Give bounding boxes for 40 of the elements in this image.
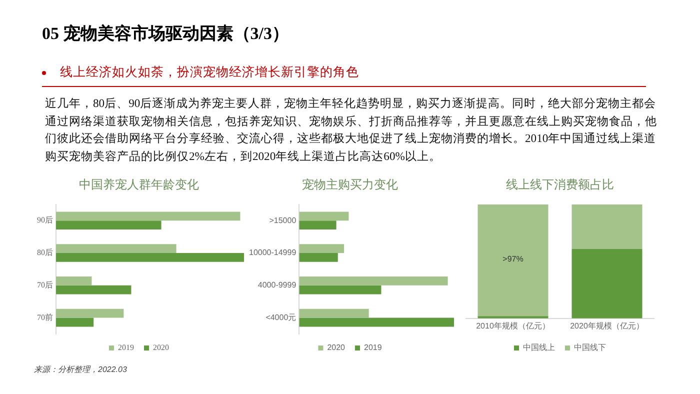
bar xyxy=(299,212,349,221)
x-tick-label: 2010年规模（亿元） xyxy=(476,321,550,330)
y-tick-label: <4000元 xyxy=(266,313,296,322)
legend-label: 2019 xyxy=(364,343,382,352)
bar xyxy=(299,318,454,327)
legend-label: 2020 xyxy=(327,343,346,352)
bar xyxy=(299,253,338,262)
chart-title: 线上线下消费额占比 xyxy=(506,178,614,192)
y-tick-label: 70前 xyxy=(37,312,53,322)
text: 05 宠物美容市场驱动因素（3/3） xyxy=(42,23,289,45)
bar xyxy=(56,318,94,327)
chart-title: 中国养宠人群年龄变化 xyxy=(79,178,199,192)
bar xyxy=(299,276,448,286)
source-note: 来源：分析整理，2022.03 xyxy=(34,364,127,375)
legend-label: 2020 xyxy=(153,343,169,352)
legend-label: 2019 xyxy=(118,343,134,352)
annotation: >97% xyxy=(502,254,524,264)
bar xyxy=(56,244,176,253)
legend-label: 中国线下 xyxy=(574,343,606,352)
bar xyxy=(299,285,382,294)
y-tick-label: 70后 xyxy=(37,280,53,290)
y-tick-label: 10000-14999 xyxy=(249,248,297,258)
y-tick-label: 4000-9999 xyxy=(258,280,297,290)
bar xyxy=(56,308,124,318)
bar xyxy=(299,244,344,253)
bar xyxy=(56,253,244,262)
bar xyxy=(56,276,92,286)
y-tick-label: 80后 xyxy=(37,248,53,258)
text: 近几年，80后、90后逐渐成为养宠主要人群，宠物主年轻化趋势明显，购买力逐渐提高。同时，绝大部分宠物主都会通过网络渠道获取宠物相关信息，包括养宠知识、宠物娱乐、打折商品推荐等，并且更愿意在线上购买宠物食品，他们彼此还会借助网络平台分享经验、交流心得，这些都极大地促进了线上宠物消费的增长。2010年中国通过线上渠道购买宠物美容产品的比例仅2%左右，到2020年线上渠道占比高达60%以上。 xyxy=(45,96,657,164)
legend-label: 中国线上 xyxy=(523,343,555,352)
chart-title: 宠物主购买力变化 xyxy=(302,178,398,192)
bar xyxy=(299,220,336,230)
bar xyxy=(56,220,162,230)
bar xyxy=(56,212,240,221)
x-tick-label: 2020年规模（亿元） xyxy=(570,321,644,330)
y-tick-label: 90后 xyxy=(37,216,53,225)
text: 线上经济如火如荼，扮演宠物经济增长新引擎的角色 xyxy=(60,65,359,79)
bar xyxy=(56,285,132,294)
bar xyxy=(299,308,369,318)
y-tick-label: >15000 xyxy=(269,216,297,225)
